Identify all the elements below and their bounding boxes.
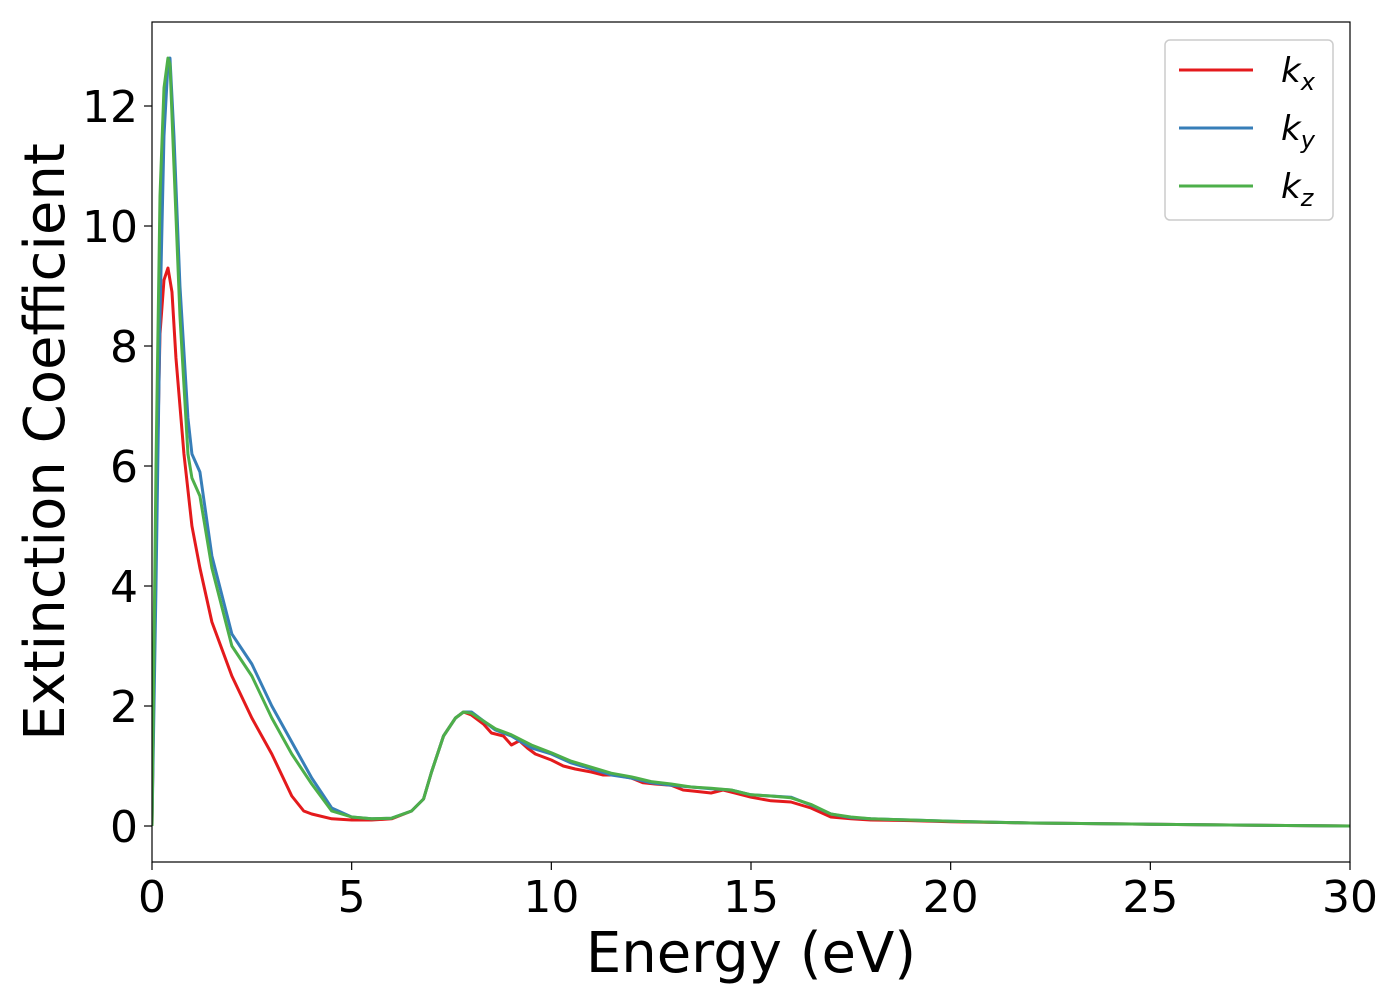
series-line-x — [152, 266, 1350, 828]
x-tick-label: 0 — [138, 872, 166, 923]
x-tick-label: 30 — [1322, 872, 1378, 923]
x-tick-label: 25 — [1122, 872, 1178, 923]
legend-label-x: kx — [1281, 51, 1316, 96]
legend-label-z: kz — [1281, 167, 1315, 212]
x-tick-label: 20 — [923, 872, 979, 923]
x-tick-label: 15 — [723, 872, 779, 923]
series-lines — [152, 56, 1350, 828]
y-tick-label: 6 — [110, 442, 138, 493]
series-line-z — [152, 56, 1350, 828]
x-tick-label: 10 — [523, 872, 579, 923]
y-tick-label: 10 — [82, 202, 138, 253]
x-axis-label: Energy (eV) — [586, 921, 916, 986]
y-axis-label: Extinction Coefficient — [13, 143, 78, 741]
legend-box — [1164, 39, 1334, 221]
x-tick-label: 5 — [338, 872, 366, 923]
y-tick-label: 0 — [110, 802, 138, 853]
axis-ticks: 0 5 10 15 20 25 30 0 2 4 6 8 10 12 — [82, 82, 1378, 923]
y-tick-label: 4 — [110, 562, 138, 613]
y-tick-label: 8 — [110, 322, 138, 373]
y-tick-label: 12 — [82, 82, 138, 133]
legend-label-y: ky — [1281, 109, 1316, 154]
legend: kx ky kz — [1164, 39, 1334, 221]
y-tick-label: 2 — [110, 682, 138, 733]
